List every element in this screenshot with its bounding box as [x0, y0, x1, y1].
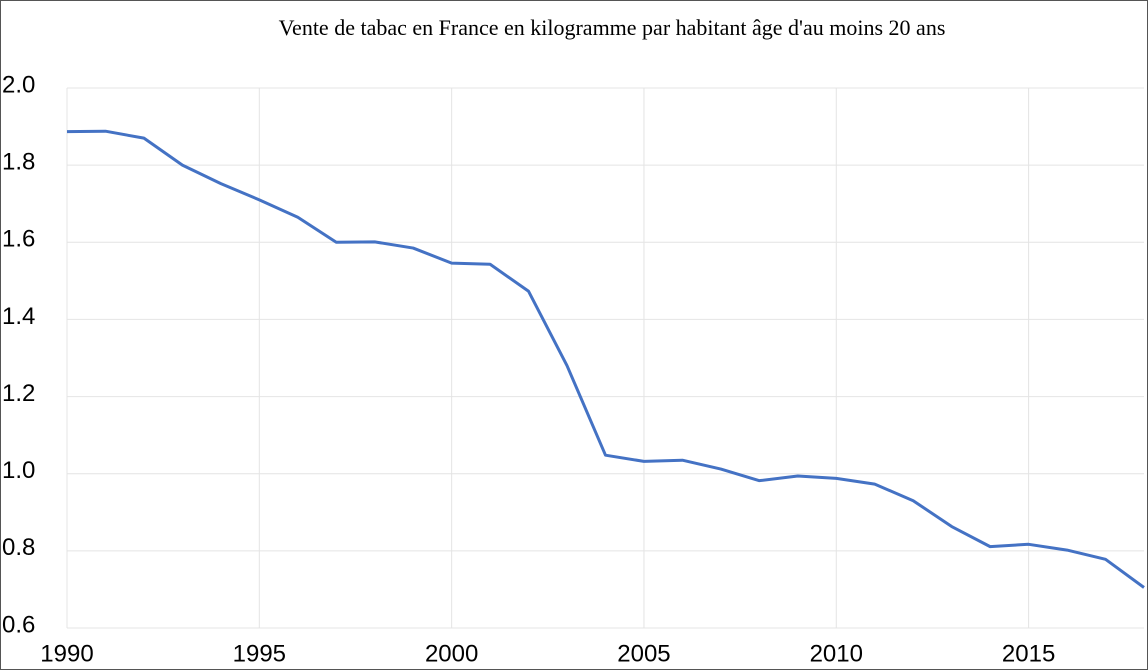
x-tick-label: 2010 [810, 640, 863, 667]
y-tick-label: 0.8 [2, 534, 35, 561]
y-tick-label: 0.6 [2, 611, 35, 638]
y-tick-label: 2.0 [2, 71, 35, 98]
y-tick-label: 1.0 [2, 457, 35, 484]
x-tick-label: 2015 [1002, 640, 1055, 667]
y-tick-label: 1.4 [2, 303, 35, 330]
x-tick-label: 2000 [425, 640, 478, 667]
y-tick-label: 1.2 [2, 380, 35, 407]
y-tick-label: 1.8 [2, 148, 35, 175]
x-tick-label: 1990 [40, 640, 93, 667]
y-tick-label: 1.6 [2, 226, 35, 253]
x-tick-label: 2005 [617, 640, 670, 667]
x-tick-label: 1995 [233, 640, 286, 667]
chart-title: Vente de tabac en France en kilogramme p… [279, 15, 946, 40]
data-line [66, 129, 1145, 589]
